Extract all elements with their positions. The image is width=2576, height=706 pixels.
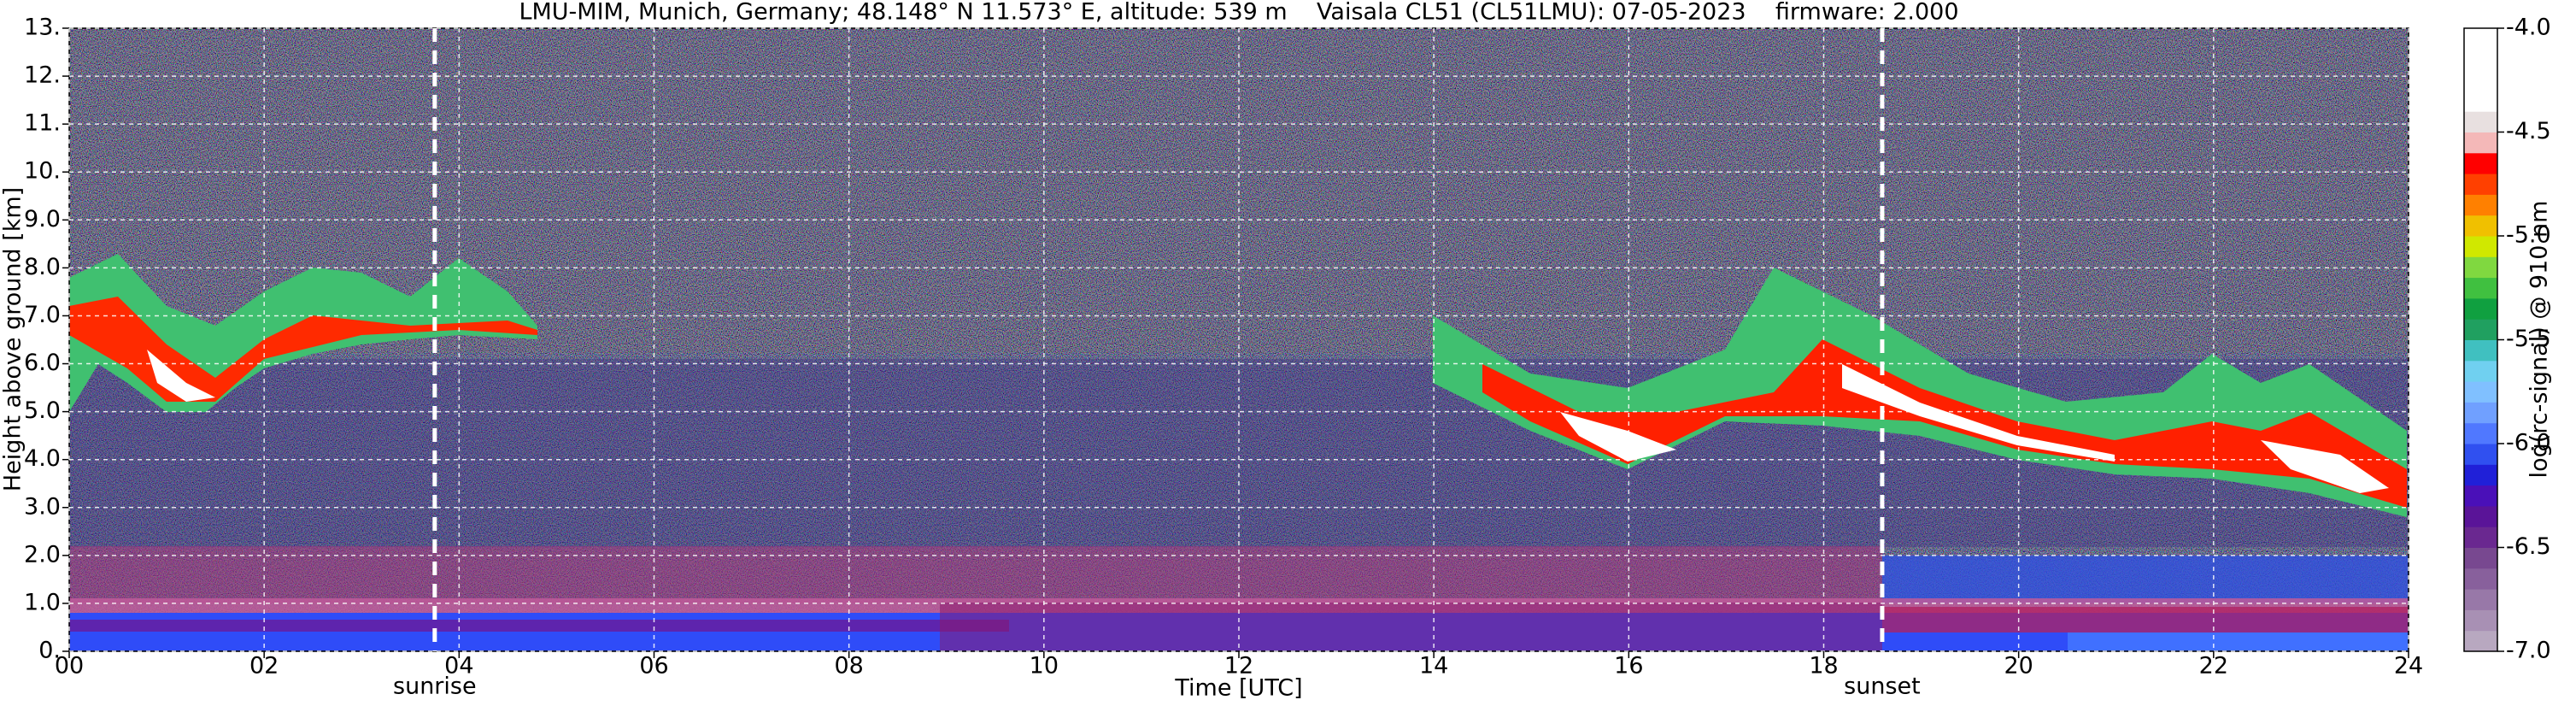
y-tick-label: 12. xyxy=(24,62,61,89)
x-tick-label: 04 xyxy=(444,653,473,680)
colorbar-step xyxy=(2464,215,2497,237)
colorbar-step xyxy=(2464,236,2497,257)
colorbar-step xyxy=(2464,152,2497,174)
colorbar-step xyxy=(2464,505,2497,527)
colorbar-step xyxy=(2464,194,2497,216)
colorbar-step xyxy=(2464,297,2497,320)
x-tick-label: 18 xyxy=(1809,653,1838,680)
x-tick-label: 02 xyxy=(249,653,279,680)
colorbar-tick-label: -4.0 xyxy=(2506,15,2551,41)
x-tick-label: 08 xyxy=(834,653,863,680)
colorbar-tick-label: -6.5 xyxy=(2506,533,2551,560)
colorbar-step xyxy=(2464,360,2497,382)
y-tick-label: 2.0 xyxy=(24,541,61,568)
colorbar-step xyxy=(2464,527,2497,548)
colorbar-step xyxy=(2464,319,2497,340)
y-tick-label: 1.0 xyxy=(24,589,61,615)
colorbar-step xyxy=(2464,547,2497,569)
colorbar-step xyxy=(2464,69,2497,91)
colorbar-step xyxy=(2464,256,2497,279)
y-tick-label: 8.0 xyxy=(24,254,61,280)
x-tick-label: 10 xyxy=(1030,653,1059,680)
colorbar-tick-label: -5.5 xyxy=(2506,326,2551,352)
y-tick-label: 10. xyxy=(24,158,61,185)
y-tick-label: 5.0 xyxy=(24,397,61,424)
colorbar-step xyxy=(2464,174,2497,195)
y-tick-label: 6.0 xyxy=(24,350,61,376)
colorbar-step xyxy=(2464,485,2497,507)
y-tick-label: 13. xyxy=(24,15,61,41)
x-tick-label: 22 xyxy=(2199,653,2228,680)
x-tick-label: 24 xyxy=(2394,653,2423,680)
x-tick-label: 20 xyxy=(2004,653,2033,680)
colorbar-step xyxy=(2464,381,2497,403)
y-tick-label: 9.0 xyxy=(24,206,61,232)
x-tick-label: 12 xyxy=(1224,653,1253,680)
y-tick-label: 11. xyxy=(24,110,61,137)
colorbar-label: log(rc-signal) @ 910 nm xyxy=(2526,201,2553,479)
x-tick-label: 14 xyxy=(1419,653,1448,680)
colorbar-step xyxy=(2464,464,2497,486)
colorbar-step xyxy=(2464,28,2497,50)
colorbar-tick-label: -5.0 xyxy=(2506,222,2551,249)
colorbar-step xyxy=(2464,132,2497,154)
y-tick-label: 4.0 xyxy=(24,445,61,472)
y-tick-label: 3.0 xyxy=(24,493,61,520)
colorbar-tick-label: -4.5 xyxy=(2506,118,2551,144)
x-tick-label: 00 xyxy=(55,653,84,680)
chart-title: LMU-MIM, Munich, Germany; 48.148° N 11.5… xyxy=(519,0,1958,26)
event-label: sunset xyxy=(1844,674,1921,700)
event-label: sunrise xyxy=(393,674,477,700)
colorbar-step xyxy=(2464,422,2497,444)
colorbar-step xyxy=(2464,90,2497,112)
y-tick-label: 7.0 xyxy=(24,302,61,328)
colorbar-step xyxy=(2464,49,2497,71)
colorbar-step xyxy=(2464,402,2497,424)
colorbar-step xyxy=(2464,589,2497,610)
colorbar-tick-label: -6.0 xyxy=(2506,430,2551,456)
colorbar-step xyxy=(2464,111,2497,132)
x-axis-label: Time [UTC] xyxy=(1174,675,1302,702)
y-axis-label: Height above ground [km] xyxy=(0,187,26,491)
colorbar-step xyxy=(2464,339,2497,362)
colorbar-step xyxy=(2464,444,2497,465)
x-tick-label: 16 xyxy=(1614,653,1643,680)
x-tick-label: 06 xyxy=(639,653,668,680)
colorbar-step xyxy=(2464,630,2497,652)
colorbar-tick-label: -7.0 xyxy=(2506,638,2551,664)
y-tick-label: 0. xyxy=(38,638,61,664)
colorbar-step xyxy=(2464,609,2497,632)
colorbar-step xyxy=(2464,277,2497,299)
colorbar-step xyxy=(2464,568,2497,590)
